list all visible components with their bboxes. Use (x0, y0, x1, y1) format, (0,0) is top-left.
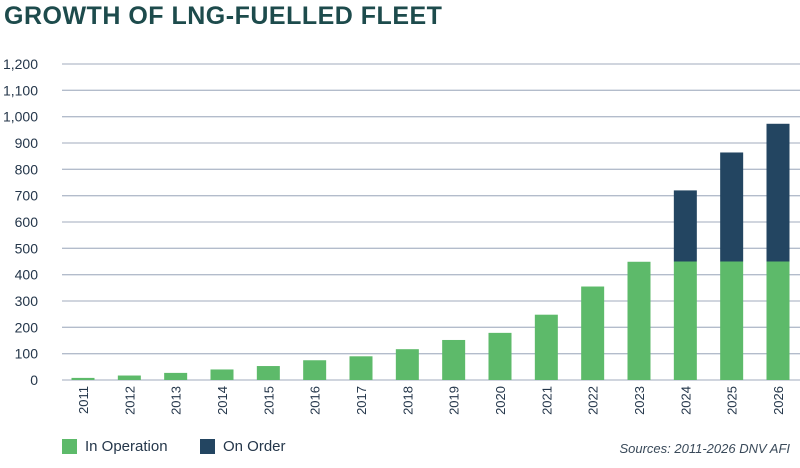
legend-swatch-on-order (200, 439, 215, 454)
bar-on-order (720, 152, 744, 262)
x-tick-label: 2021 (539, 386, 554, 415)
bar-on-order (766, 123, 790, 262)
x-tick-label: 2013 (169, 386, 184, 415)
x-tick-label: 2020 (493, 386, 508, 415)
bar-in-operation (488, 332, 512, 380)
y-tick-label: 600 (15, 214, 39, 230)
bar-in-operation (256, 366, 280, 380)
x-tick-label: 2017 (354, 386, 369, 415)
bar-in-operation (71, 377, 95, 380)
y-tick-label: 0 (30, 372, 38, 388)
x-tick-label: 2023 (632, 386, 647, 415)
bar-in-operation (766, 261, 790, 380)
x-tick-label: 2012 (122, 386, 137, 415)
x-tick-label: 2025 (725, 386, 740, 415)
y-tick-label: 700 (15, 188, 39, 204)
bar-in-operation (164, 372, 188, 380)
bar-on-order (673, 190, 697, 262)
y-tick-label: 200 (15, 319, 39, 335)
y-tick-label: 1,200 (3, 56, 38, 72)
x-tick-label: 2014 (215, 386, 230, 415)
x-tick-label: 2022 (586, 386, 601, 415)
legend-label: In Operation (85, 438, 168, 455)
bar-in-operation (303, 360, 327, 380)
y-tick-label: 100 (15, 346, 39, 362)
y-tick-label: 300 (15, 293, 39, 309)
bar-in-operation (442, 339, 466, 380)
legend-item-in-operation: In Operation (62, 438, 168, 455)
x-tick-label: 2015 (261, 386, 276, 415)
y-tick-label: 1,100 (3, 82, 38, 98)
bar-in-operation (720, 261, 744, 380)
x-tick-label: 2016 (308, 386, 323, 415)
chart-title: GROWTH OF LNG-FUELLED FLEET (4, 2, 443, 30)
x-tick-label: 2011 (76, 386, 91, 414)
source-note: Sources: 2011-2026 DNV AFI (619, 441, 790, 456)
bar-in-operation (349, 356, 373, 380)
bar-in-operation (627, 261, 651, 380)
y-tick-label: 800 (15, 161, 39, 177)
x-tick-label: 2026 (771, 386, 786, 415)
y-tick-label: 1,000 (3, 109, 38, 125)
y-tick-label: 500 (15, 240, 39, 256)
bar-in-operation (534, 314, 558, 380)
bar-in-operation (581, 286, 605, 380)
bar-in-operation (210, 369, 234, 380)
bar-in-operation (395, 349, 419, 380)
x-tick-label: 2019 (447, 386, 462, 415)
y-tick-label: 400 (15, 267, 39, 283)
bar-in-operation (673, 261, 697, 380)
legend-item-on-order: On Order (200, 438, 286, 455)
legend-swatch-in-operation (62, 439, 77, 454)
legend-label: On Order (223, 438, 286, 455)
x-tick-label: 2024 (678, 386, 693, 415)
y-tick-label: 900 (15, 135, 39, 151)
x-tick-label: 2018 (400, 386, 415, 415)
bar-in-operation (117, 375, 141, 380)
